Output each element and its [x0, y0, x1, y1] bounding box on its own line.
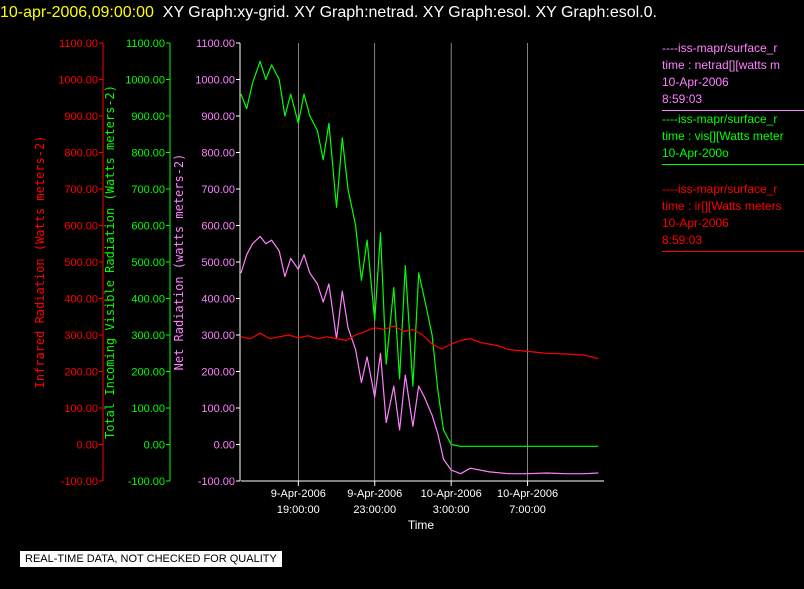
legend-line: ----iss-mapr/surface_r	[662, 41, 778, 55]
y-tick-label: 900.00	[64, 111, 98, 123]
y-tick-label: 400.00	[131, 294, 165, 306]
x-tick-label: 10-Apr-2006	[421, 488, 482, 500]
y-tick-label: 300.00	[201, 330, 235, 342]
x-tick-label: 10-Apr-2006	[497, 488, 558, 500]
x-tick-label: 3:00:00	[433, 504, 470, 516]
legend-line: ----iss-mapr/surface_r	[662, 182, 778, 196]
y-tick-label: 600.00	[131, 221, 165, 233]
x-axis-label: Time	[408, 518, 435, 532]
y-tick-label: 0.00	[214, 440, 235, 452]
y-tick-label: 400.00	[64, 294, 98, 306]
y-tick-label: 900.00	[201, 111, 235, 123]
y-tick-label: 300.00	[131, 330, 165, 342]
x-tick-label: 23:00:00	[353, 504, 396, 516]
y-tick-label: 500.00	[201, 257, 235, 269]
y-tick-label: 0.00	[77, 440, 98, 452]
y-tick-label: 800.00	[64, 148, 98, 160]
y-axis-label-ir: Infrared Radiation (Watts meters-2)	[33, 136, 47, 389]
legend-esol: ----iss-mapr/surface_r time : vis[][Watt…	[662, 111, 804, 165]
y-tick-label: 500.00	[131, 257, 165, 269]
y-tick-label: 400.00	[201, 294, 235, 306]
y-tick-label: 100.00	[201, 403, 235, 415]
y-tick-label: 100.00	[131, 403, 165, 415]
legend-line: time : vis[][Watts meter	[662, 129, 784, 143]
y-tick-label: 1000.00	[58, 75, 98, 87]
legend-line: 8:59:03	[662, 233, 703, 247]
legend-line: time : ir[][Watts meters	[662, 199, 782, 213]
title-graph-list: XY Graph:xy-grid. XY Graph:netrad. XY Gr…	[162, 4, 657, 21]
series-line-ir	[240, 325, 599, 360]
y-tick-label: 600.00	[64, 221, 98, 233]
legend-line: 10-Apr-2006	[662, 75, 729, 89]
legend-line: 10-Apr-200o	[662, 146, 729, 160]
y-tick-label: 200.00	[64, 367, 98, 379]
y-tick-label: -100.00	[128, 476, 165, 488]
y-tick-label: 1100.00	[196, 38, 235, 50]
y-tick-label: 1000.00	[195, 75, 235, 87]
y-tick-label: 200.00	[201, 367, 235, 379]
y-tick-label: 800.00	[201, 148, 235, 160]
title-timestamp: 10-apr-2006,09:00:00	[0, 4, 154, 21]
quality-notice: REAL-TIME DATA, NOT CHECKED FOR QUALITY	[20, 551, 282, 567]
y-tick-label: 600.00	[201, 221, 235, 233]
y-tick-label: 200.00	[131, 367, 165, 379]
y-tick-label: 700.00	[64, 184, 98, 196]
y-axis-label-net: Net Radiation (watts meters-2)	[172, 154, 186, 371]
y-tick-label: 700.00	[131, 184, 165, 196]
legend-line: 8:59:03	[662, 92, 703, 106]
x-tick-label: 19:00:00	[277, 504, 320, 516]
x-tick-label: 9-Apr-2006	[271, 488, 326, 500]
y-tick-label: 1100.00	[59, 38, 98, 50]
y-tick-label: 800.00	[131, 148, 165, 160]
y-tick-label: 300.00	[64, 330, 98, 342]
y-tick-label: 1100.00	[126, 38, 165, 50]
legend-line: 10-Apr-2006	[662, 216, 729, 230]
series-line-vis	[240, 60, 599, 447]
y-tick-label: 500.00	[64, 257, 98, 269]
y-axis-label-vis: Total Incoming Visible Radiation (Watts …	[103, 85, 117, 439]
y-tick-label: -100.00	[61, 476, 98, 488]
y-tick-label: 0.00	[144, 440, 165, 452]
x-tick-label: 7:00:00	[509, 504, 546, 516]
x-tick-label: 9-Apr-2006	[347, 488, 402, 500]
y-tick-label: 1000.00	[125, 75, 165, 87]
y-tick-label: -100.00	[198, 476, 235, 488]
y-tick-label: 700.00	[201, 184, 235, 196]
legend-netrad: ----iss-mapr/surface_r time : netrad[][w…	[662, 40, 804, 111]
legend-line: ----iss-mapr/surface_r	[662, 112, 778, 126]
legend-line: time : netrad[][watts m	[662, 58, 781, 72]
window-title: 10-apr-2006,09:00:00 XY Graph:xy-grid. X…	[0, 2, 657, 24]
series-line-net	[240, 235, 599, 475]
legend: ----iss-mapr/surface_r time : netrad[][w…	[662, 40, 804, 252]
y-tick-label: 100.00	[64, 403, 98, 415]
y-tick-label: 900.00	[131, 111, 165, 123]
legend-ir: ----iss-mapr/surface_r time : ir[][Watts…	[662, 181, 804, 252]
